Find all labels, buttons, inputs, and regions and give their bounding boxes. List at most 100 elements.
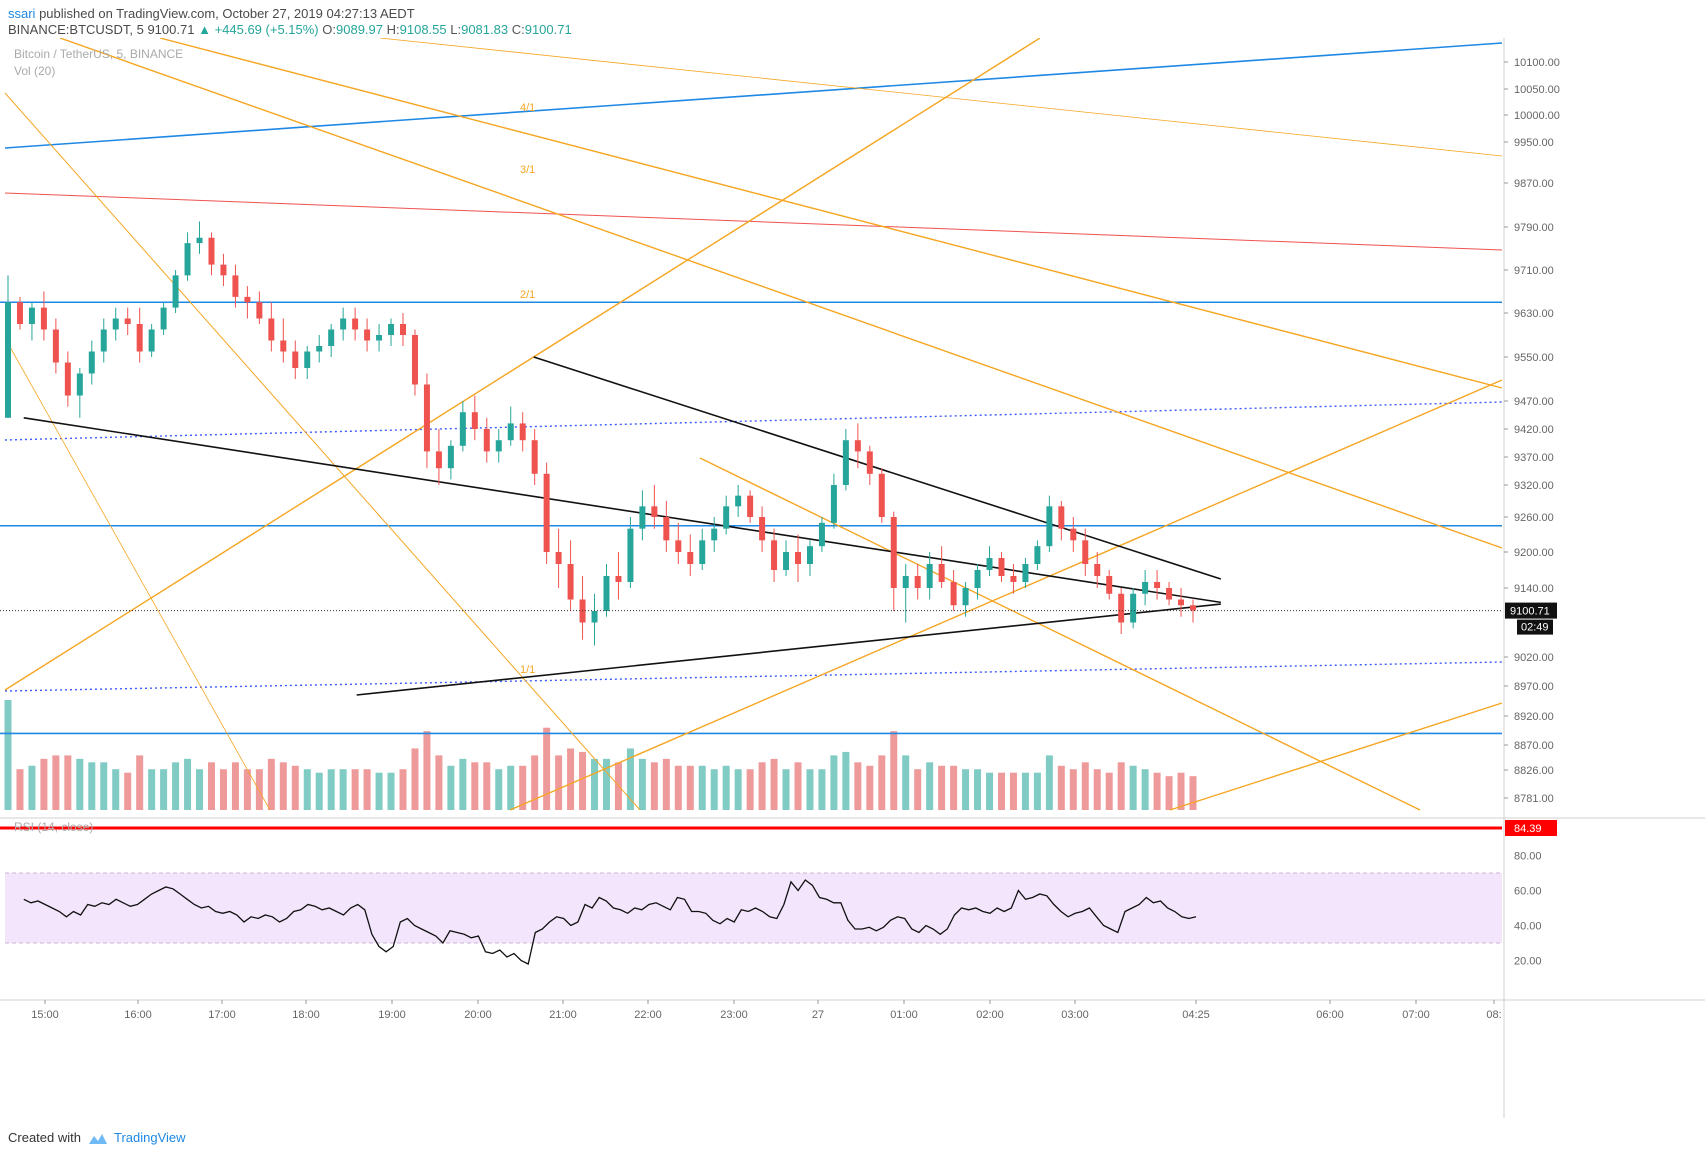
tradingview-brand[interactable]: TradingView [114,1130,186,1145]
volume-bar [28,765,36,810]
orange-fan-line [1169,702,1503,811]
price-tick-label: 8826.00 [1514,765,1554,777]
volume-bar [626,748,634,810]
volume-bar [997,772,1005,810]
candle-body [256,302,263,319]
candle-body [519,423,526,441]
price-tick-label: 8970.00 [1514,681,1554,693]
volume-bar [495,769,503,810]
volume-bar [507,765,515,810]
candle-body [950,582,957,606]
time-tick-label: 07:00 [1402,1009,1430,1021]
volume-bar [914,769,922,810]
volume-bar [1021,772,1029,810]
high-value: 9108.55 [399,22,447,37]
volume-bar [794,762,802,810]
volume-bar [1057,765,1065,810]
price-tick-label: 9320.00 [1514,480,1554,492]
candle-body [735,495,742,507]
volume-bar [1093,769,1101,810]
volume-bar [1105,772,1113,810]
volume-bar [1081,762,1089,810]
candle-body [902,576,909,588]
volume-bar [160,769,168,810]
candle-body [435,451,442,469]
time-tick-label: 04:25 [1182,1009,1210,1021]
price-tick-label: 10050.00 [1514,84,1560,96]
candle-body [543,473,550,552]
last-price-tag [1505,602,1557,619]
black-trend-line [23,417,1221,604]
volume-bar [184,758,192,810]
volume-bar [88,762,96,810]
candle-body [1118,593,1125,623]
time-tick-label: 23:00 [720,1009,748,1021]
volume-bar [423,731,431,810]
candle-body [1130,593,1137,623]
orange-fan-line [59,38,1503,549]
volume-bar [890,731,898,810]
volume-bar [459,758,467,810]
volume-bar [1033,772,1041,810]
last-price: 9100.71 [147,22,195,37]
volume-bar [16,769,24,810]
time-tick-label: 16:00 [124,1009,152,1021]
volume-bar [231,762,239,810]
price-tick-label: 9710.00 [1514,265,1554,277]
volume-bar [375,772,383,810]
volume-bar [818,769,826,810]
candle-body [232,275,239,297]
price-tick-label: 9420.00 [1514,424,1554,436]
candle-body [340,318,347,330]
candle-body [5,302,11,418]
candle-body [459,412,466,446]
volume-bar [662,758,670,810]
candle-body [663,517,670,541]
candle-body [352,318,359,330]
volume-bar [591,758,599,810]
candle-body [938,564,945,582]
volume-bar [602,758,610,810]
candle-body [699,540,706,564]
author-link[interactable]: ssari [8,6,36,21]
orange-fan-line [699,457,1421,811]
candle-body [268,318,275,341]
candle-body [555,552,562,564]
close-label: C: [511,22,525,37]
candle-body [64,362,71,396]
volume-bar [148,769,156,810]
candle-body [591,611,598,623]
rsi-tick-label: 20.00 [1514,956,1542,968]
chart-canvas[interactable]: 4/1 3/1 2/1 1/1 9100.71 02:49 10100.00 10050.00… [0,38,1705,1118]
volume-bar [399,769,407,810]
volume-bar [986,772,994,810]
candle-body [364,329,371,341]
time-tick-label: 22:00 [634,1009,662,1021]
candle-body [1070,528,1077,541]
footer: Created with TradingView [0,1120,1705,1153]
rsi-level-label: 84.39 [1514,823,1542,835]
countdown-label: 02:49 [1521,622,1549,634]
candle-body [1046,506,1053,547]
volume-bar [579,751,587,810]
price-tick-label: 9950.00 [1514,137,1554,149]
rsi-tick-label: 80.00 [1514,851,1542,863]
candle-body [28,307,35,324]
volume-bar [243,769,251,810]
price-tick-label: 8870.00 [1514,740,1554,752]
candle-body [615,576,622,582]
candle-body [914,576,921,588]
fan-label: 4/1 [520,102,535,114]
volume-bar [1117,762,1125,810]
candle-body [100,329,107,352]
volume-bar [674,765,682,810]
volume-bar [770,758,778,810]
volume-bar [854,762,862,810]
volume-bar [543,727,551,810]
volume-bar [1141,769,1149,810]
orange-fan-line [509,379,1503,811]
candle-body [136,324,143,352]
candle-body [531,440,538,474]
volume-bar [734,769,742,810]
candle-body [603,576,610,611]
